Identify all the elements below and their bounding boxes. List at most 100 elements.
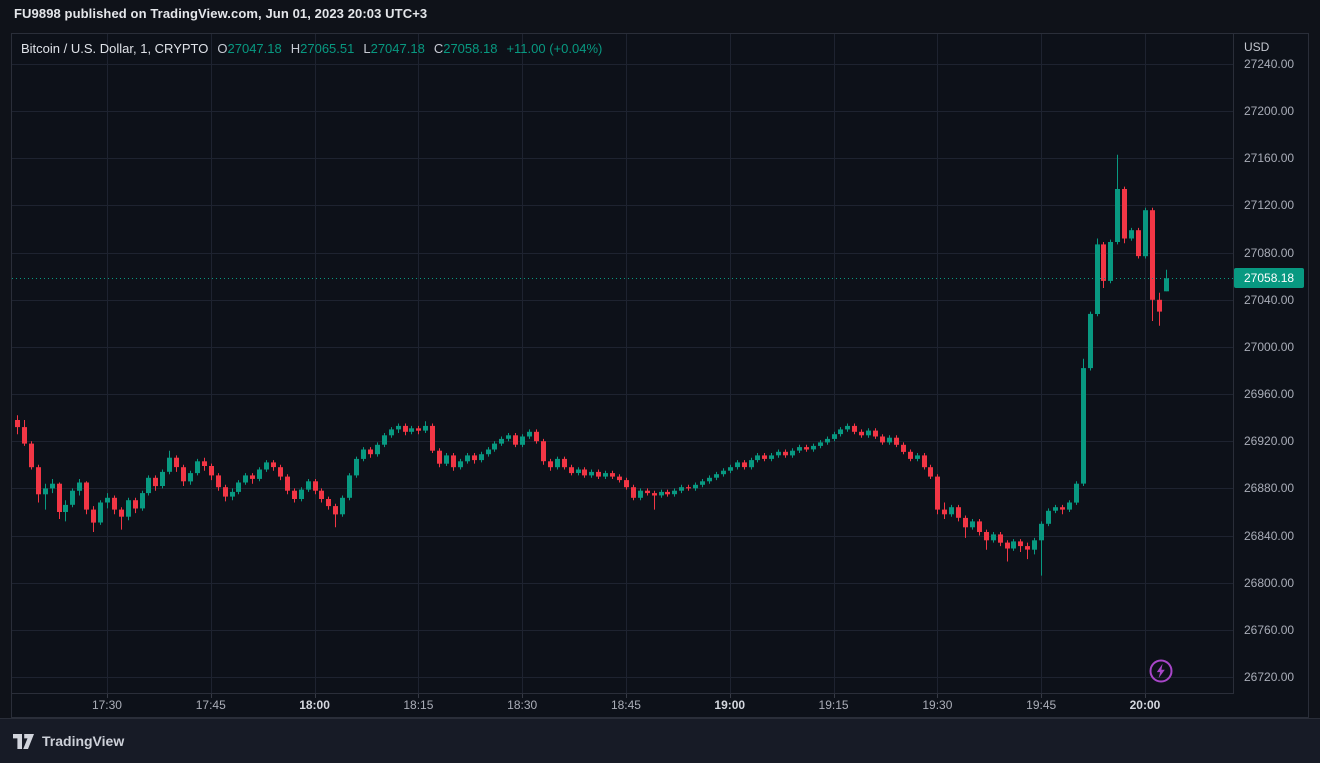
change-value: +11.00 (+0.04%) — [506, 41, 603, 56]
candle-body — [112, 497, 117, 510]
footer-divider — [0, 718, 1320, 719]
candle-body — [645, 490, 650, 494]
candle-body — [1067, 502, 1072, 510]
price-axis[interactable]: USD 27240.00 27200.00 27160.00 27120.00 2708… — [1234, 34, 1308, 717]
candle-body — [728, 467, 733, 471]
time-tick-mark — [315, 694, 316, 698]
candle-body — [430, 425, 435, 451]
candle-body — [797, 447, 802, 451]
candle-body — [243, 475, 248, 483]
candle-body — [340, 497, 345, 515]
price-tick-label: 26720.00 — [1244, 670, 1295, 684]
candle-body — [146, 477, 151, 494]
time-tick-label: 19:00 — [714, 698, 746, 712]
price-tick-label: 27200.00 — [1244, 104, 1295, 119]
candle-body — [562, 458, 567, 468]
candle-body — [29, 443, 34, 468]
time-tick-label: 17:45 — [195, 698, 226, 712]
candle-body — [769, 455, 774, 459]
candle-body — [527, 431, 532, 437]
candle-body — [887, 437, 892, 443]
candle-body — [43, 488, 48, 495]
candle-body — [617, 476, 622, 481]
candle-body — [534, 431, 539, 442]
boost-icon[interactable] — [1148, 658, 1174, 684]
candle-body — [735, 462, 740, 468]
candle-body — [1011, 541, 1016, 549]
time-axis[interactable]: 17:30 17:45 18:00 18:15 18:30 18:45 19:00 19:15… — [12, 694, 1234, 717]
candle-body — [624, 480, 629, 488]
candle-body — [160, 471, 165, 486]
brand-name[interactable]: TradingView — [42, 733, 125, 749]
time-tick-mark — [1041, 694, 1042, 698]
candle-body — [569, 467, 574, 474]
candle-body — [838, 429, 843, 435]
candle-body — [665, 491, 670, 495]
candle-body — [57, 483, 62, 512]
candle-body — [479, 454, 484, 461]
candle-body — [319, 490, 324, 499]
candle-body — [859, 431, 864, 436]
candle-body — [991, 534, 996, 541]
time-tick-mark — [418, 694, 419, 698]
candle-body — [223, 487, 228, 497]
candle-body — [153, 477, 158, 487]
candle-body — [603, 473, 608, 477]
low-value: 27047.18 — [370, 41, 425, 56]
candle-body — [1060, 507, 1065, 510]
candle-body — [852, 425, 857, 432]
candle-body — [548, 461, 553, 468]
candle-body — [596, 471, 601, 477]
candle-body — [541, 441, 546, 462]
candle-body — [956, 507, 961, 518]
candle-body — [949, 507, 954, 515]
candle-body — [582, 469, 587, 476]
low-label: L — [363, 41, 371, 56]
candle-body — [416, 428, 421, 431]
candle-body — [271, 462, 276, 468]
price-tick-label: 27120.00 — [1244, 198, 1295, 213]
candlestick-svg[interactable] — [12, 34, 1233, 693]
grid — [12, 34, 1233, 693]
candle-body — [264, 462, 269, 470]
candle-body — [423, 425, 428, 431]
candle-body — [762, 455, 767, 459]
tradingview-logo-icon[interactable] — [13, 733, 34, 749]
candle-body — [396, 425, 401, 430]
candle-body — [354, 458, 359, 476]
candle-body — [465, 455, 470, 462]
open-label: O — [217, 41, 228, 56]
time-tick-mark — [107, 694, 108, 698]
candle-body — [520, 436, 525, 445]
time-tick-mark — [522, 694, 523, 698]
candle-body — [631, 487, 636, 498]
candle-body — [755, 455, 760, 461]
time-tick-mark — [834, 694, 835, 698]
candle-body — [368, 449, 373, 455]
chart-pane[interactable]: Bitcoin / U.S. Dollar, 1, CRYPTO O27047.1… — [12, 34, 1234, 694]
candle-body — [589, 471, 594, 476]
time-tick-mark — [211, 694, 212, 698]
candle-body — [77, 482, 82, 491]
candle-body — [91, 509, 96, 523]
candle-body — [1157, 299, 1162, 312]
candle-body — [84, 482, 89, 510]
time-tick-label: 19:45 — [1026, 698, 1057, 712]
candle-body — [659, 491, 664, 496]
candle-body — [292, 490, 297, 499]
candle-body — [652, 493, 657, 496]
candle-body — [963, 517, 968, 528]
time-tick-label: 17:30 — [91, 698, 122, 712]
last-price-badge: 27058.18 — [1234, 268, 1304, 289]
time-tick-label: 20:00 — [1129, 698, 1161, 712]
candle-body — [119, 509, 124, 517]
candle-body — [1143, 210, 1148, 257]
candle-body — [513, 435, 518, 445]
candle-body — [306, 481, 311, 490]
candle-body — [181, 467, 186, 482]
candle-body — [382, 435, 387, 445]
candle-body — [1108, 242, 1113, 281]
candle-body — [970, 521, 975, 528]
price-tick-label: 26920.00 — [1244, 434, 1295, 449]
candle-body — [499, 438, 504, 444]
